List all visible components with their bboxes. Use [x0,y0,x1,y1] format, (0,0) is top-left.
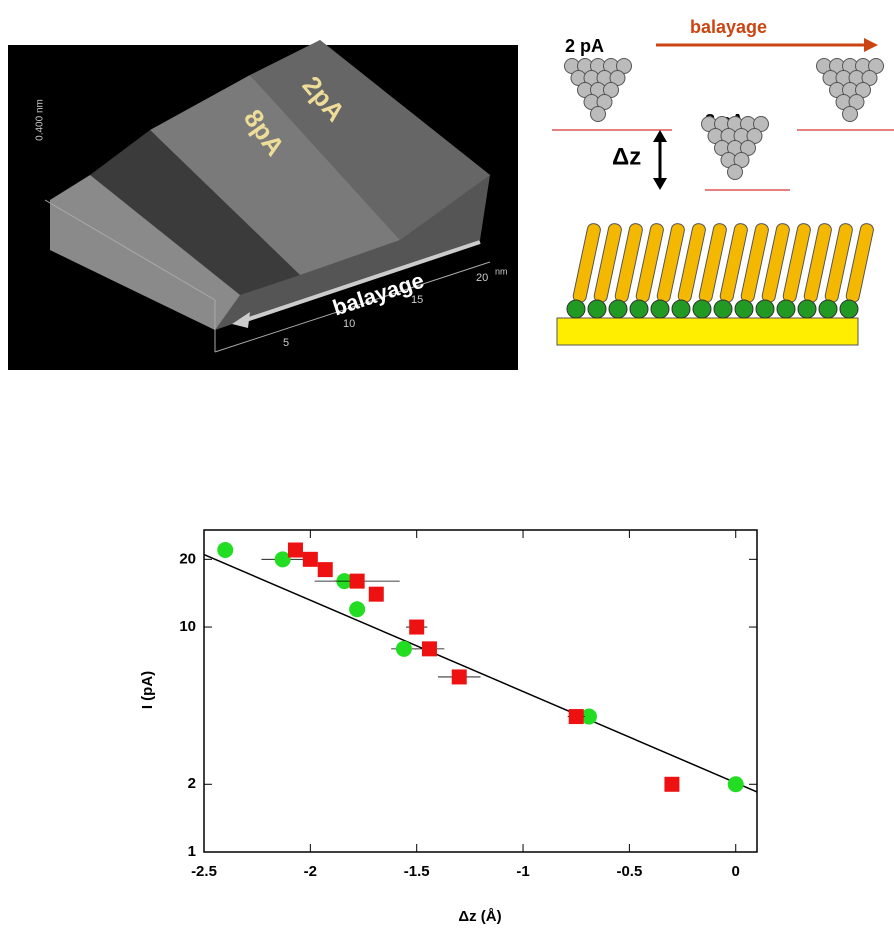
head-group [734,299,754,319]
head-group [818,299,838,319]
point [217,542,234,559]
dz-arrow-head [653,130,667,142]
point [451,669,467,685]
diagram-scan: balayage [690,17,767,37]
y-tick-label: 2 [188,775,196,792]
head-group [755,299,775,319]
y-tick-label: 10 [179,618,196,635]
x-tick-label: -1.5 [404,863,430,880]
point [368,586,384,602]
diagram-dz: Δz [612,143,641,170]
stm-unit: nm [495,266,508,276]
stm-zscale: 0.400 nm [35,99,46,141]
y-tick-label: 20 [179,550,196,567]
point [349,601,366,618]
x-tick-label: -2.5 [191,863,217,880]
diagram-label: 2 pA [565,36,604,56]
point [727,776,744,793]
y-tick-label: 1 [188,843,196,860]
x-tick-label: -1 [516,863,529,880]
point [302,551,318,567]
point [421,641,437,657]
stm-tick: 15 [411,294,423,306]
tip-atom [727,164,743,180]
diagram-shapes [564,58,884,319]
head-group [608,299,628,319]
head-group [713,299,733,319]
x-tick-label: -2 [304,863,317,880]
head-group [839,299,859,319]
point [580,708,597,725]
stm-tick: 5 [283,337,289,349]
head-group [776,299,796,319]
stm-surface [44,40,491,353]
stm-tick: 10 [343,318,355,330]
tip-atom [842,106,858,122]
head-group [587,299,607,319]
plot-frame [203,529,758,853]
head-group [692,299,712,319]
stm-tick: 20 [476,272,488,284]
x-tick-label: -0.5 [616,863,642,880]
fit-line [203,553,758,793]
y-axis-label: I (pA) [139,671,156,709]
tip-atom [590,106,606,122]
x-tick-label: 0 [732,863,740,880]
head-group [566,299,586,319]
point [274,551,291,568]
head-group [797,299,817,319]
head-group [650,299,670,319]
dz-arrow-head [653,178,667,190]
head-group [671,299,691,319]
point [409,619,425,635]
point [568,709,584,725]
arrow-head [864,38,878,52]
head-group [629,299,649,319]
chart: Δz (Å) I (pA) -2.5 -2 -1.5 -1 -0.5 0 1 2 10 20 [139,529,758,925]
point [317,562,333,578]
point [664,776,680,792]
point [395,640,412,657]
substrate [556,317,859,346]
point [287,542,303,558]
point [349,573,365,589]
x-axis-label: Δz (Å) [458,908,501,925]
